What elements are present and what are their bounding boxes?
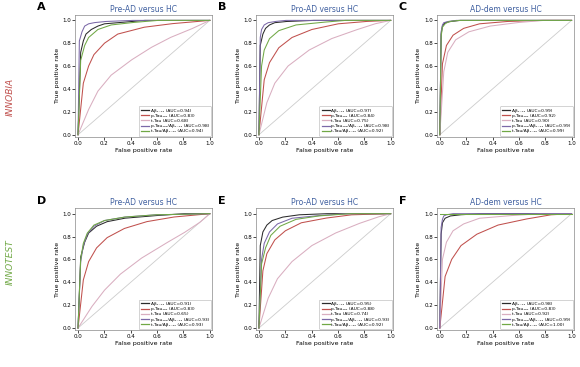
Y-axis label: True positive rate: True positive rate [55,48,60,103]
Title: AD-dem versus HC: AD-dem versus HC [470,198,542,207]
X-axis label: False positive rate: False positive rate [477,341,534,346]
Legend: Aβ₁₋₄₂ (AUC=0.91), p-Tau₁₈₁ (AUC=0.83), t-Tau (AUC=0.65), p-Tau₁₈₁/Aβ₁₋₄₂ (AUC=0: Aβ₁₋₄₂ (AUC=0.91), p-Tau₁₈₁ (AUC=0.83), … [139,299,211,329]
Y-axis label: True positive rate: True positive rate [55,241,60,297]
Text: C: C [399,3,407,12]
Title: AD-dem versus HC: AD-dem versus HC [470,5,542,14]
Legend: Aβ₁₋₄₂ (AUC=0.98), p-Tau₁₈₁ (AUC=0.83), t-Tau (AUC=0.92), p-Tau₁₈₁/Aβ₁₋₄₂ (AUC=0: Aβ₁₋₄₂ (AUC=0.98), p-Tau₁₈₁ (AUC=0.83), … [501,299,573,329]
Text: E: E [218,196,226,206]
Title: Pro-AD versus HC: Pro-AD versus HC [291,5,358,14]
Text: F: F [399,196,407,206]
X-axis label: False positive rate: False positive rate [296,341,353,346]
Y-axis label: True positive rate: True positive rate [235,241,241,297]
Y-axis label: True positive rate: True positive rate [416,241,422,297]
Legend: Aβ₁₋₄₂ (AUC=0.97), p-Tau₁₈₁ (AUC=0.84), t-Tau (AUC=0.75), p-Tau₁₈₁/Aβ₁₋₄₂ (AUC=0: Aβ₁₋₄₂ (AUC=0.97), p-Tau₁₈₁ (AUC=0.84), … [320,106,392,136]
Text: B: B [218,3,226,12]
Text: INNOBIA: INNOBIA [6,78,15,116]
Title: Pre-AD versus HC: Pre-AD versus HC [110,5,177,14]
Text: D: D [37,196,46,206]
Text: INNOTEST: INNOTEST [6,240,15,285]
Text: A: A [37,3,46,12]
X-axis label: False positive rate: False positive rate [477,148,534,153]
Y-axis label: True positive rate: True positive rate [416,48,422,103]
X-axis label: False positive rate: False positive rate [296,148,353,153]
Title: Pro-AD versus HC: Pro-AD versus HC [291,198,358,207]
Legend: Aβ₁₋₄₂ (AUC=0.99), p-Tau₁₈₁ (AUC=0.92), t-Tau (AUC=0.90), p-Tau₁₈₁/Aβ₁₋₄₂ (AUC=0: Aβ₁₋₄₂ (AUC=0.99), p-Tau₁₈₁ (AUC=0.92), … [501,106,573,136]
Legend: Aβ₁₋₄₂ (AUC=0.94), p-Tau₁₈₁ (AUC=0.83), t-Tau (AUC=0.68), p-Tau₁₈₁/Aβ₁₋₄₂ (AUC=0: Aβ₁₋₄₂ (AUC=0.94), p-Tau₁₈₁ (AUC=0.83), … [139,106,211,136]
Legend: Aβ₁₋₄₂ (AUC=0.95), p-Tau₁₈₁ (AUC=0.88), t-Tau (AUC=0.74), p-Tau₁₈₁/Aβ₁₋₄₂ (AUC=0: Aβ₁₋₄₂ (AUC=0.95), p-Tau₁₈₁ (AUC=0.88), … [320,299,392,329]
Y-axis label: True positive rate: True positive rate [235,48,241,103]
X-axis label: False positive rate: False positive rate [115,341,173,346]
Title: Pre-AD versus HC: Pre-AD versus HC [110,198,177,207]
X-axis label: False positive rate: False positive rate [115,148,173,153]
